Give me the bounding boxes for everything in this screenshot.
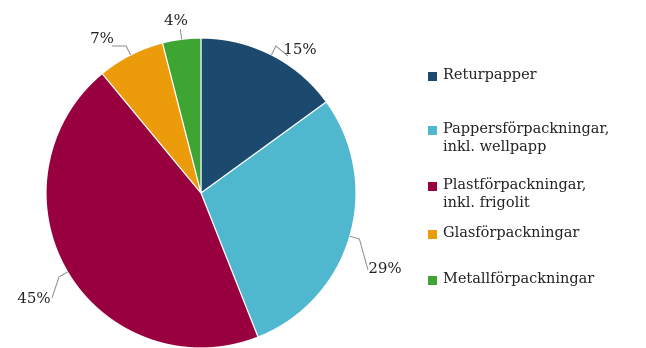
legend-swatch xyxy=(428,276,437,285)
legend-label: Glasförpackningar xyxy=(443,225,580,241)
legend-label: Metallförpackningar xyxy=(443,271,595,287)
percentage-label-1: 15% xyxy=(283,40,316,58)
percentage-label-3: 45% xyxy=(17,289,50,307)
pie-slice-5 xyxy=(161,37,202,194)
percentage-label-4: 7% xyxy=(90,29,114,47)
legend-item-3: Plastförpackningar, inkl. frigolit xyxy=(428,176,586,212)
legend-swatch xyxy=(428,72,437,81)
leader-line-2 xyxy=(349,235,369,271)
percentage-labels: 15% 29% 45% 7% 4% xyxy=(17,11,401,307)
legend-item-2: Pappersförpackningar, inkl. wellpapp xyxy=(428,120,609,156)
leader-line-1 xyxy=(270,45,289,57)
legend-label: Returpapper xyxy=(443,67,537,83)
percentage-label-2: 29% xyxy=(368,259,401,277)
legend-swatch xyxy=(428,182,437,191)
pie-slice-1 xyxy=(200,37,328,195)
pie-chart: 15% 29% 45% 7% 4% xyxy=(17,11,402,348)
legend-item-4: Glasförpackningar xyxy=(428,224,579,242)
percentage-label-5: 4% xyxy=(164,11,188,29)
leader-lines xyxy=(51,29,369,299)
leader-line-3 xyxy=(51,271,68,299)
legend-item-1: Returpapper xyxy=(428,66,537,84)
legend-swatch xyxy=(428,230,437,239)
leader-line-5 xyxy=(179,29,183,40)
legend-item-5: Metallförpackningar xyxy=(428,270,594,288)
legend-label: Pappersförpackningar, inkl. wellpapp xyxy=(443,121,610,155)
legend-swatch xyxy=(428,126,437,135)
legend-label: Plastförpackningar, inkl. frigolit xyxy=(443,177,587,211)
pie-slices xyxy=(45,37,357,348)
leader-line-4 xyxy=(112,45,132,56)
